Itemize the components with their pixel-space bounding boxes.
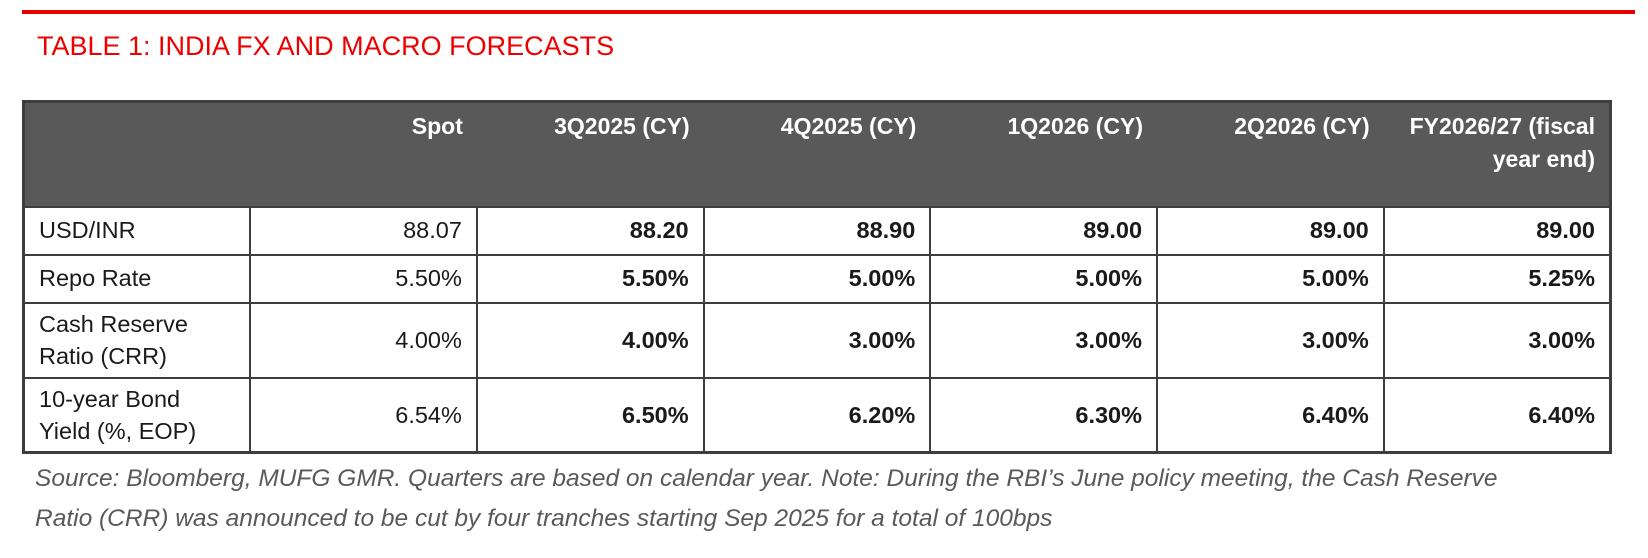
forecast-value: 5.00%: [1156, 253, 1385, 304]
forecast-value: 3.00%: [1156, 301, 1385, 379]
table-row-repo-rate: Repo Rate 5.50% 5.50% 5.00% 5.00% 5.00% …: [22, 253, 1612, 304]
forecast-value: 6.40%: [1156, 376, 1385, 454]
forecast-value: 3.00%: [702, 301, 932, 379]
row-label: Cash Reserve Ratio (CRR): [22, 301, 252, 379]
forecast-value: 89.00: [1156, 205, 1385, 256]
forecast-value: 4.00%: [475, 301, 705, 379]
forecast-value: 88.20: [475, 205, 705, 256]
forecast-value: 6.40%: [1382, 376, 1612, 454]
table-row-usd-inr: USD/INR 88.07 88.20 88.90 89.00 89.00 89…: [22, 205, 1612, 256]
spot-value: 5.50%: [249, 253, 478, 304]
forecast-value: 6.20%: [702, 376, 932, 454]
header-cell-label: [23, 101, 251, 208]
spot-value: 6.54%: [249, 376, 478, 454]
forecast-value: 6.50%: [475, 376, 705, 454]
forecast-value: 89.00: [929, 205, 1159, 256]
forecast-value: 5.50%: [475, 253, 705, 304]
forecast-value: 3.00%: [929, 301, 1159, 379]
table-title: TABLE 1: INDIA FX AND MACRO FORECASTS: [37, 31, 615, 61]
header-cell-4q2025: 4Q2025 (CY): [703, 101, 931, 208]
forecast-value: 6.30%: [929, 376, 1159, 454]
forecast-value: 88.90: [702, 205, 932, 256]
forecast-value: 3.00%: [1382, 301, 1612, 379]
header-cell-fy2026-27: FY2026/27 (fiscal year end): [1383, 101, 1611, 208]
forecast-value: 5.25%: [1382, 253, 1612, 304]
header-cell-2q2026: 2Q2026 (CY): [1157, 101, 1384, 208]
row-label: Repo Rate: [22, 253, 252, 304]
source-note: Source: Bloomberg, MUFG GMR. Quarters ar…: [35, 465, 1498, 532]
row-label: 10-year Bond Yield (%, EOP): [22, 376, 252, 454]
header-row: Spot 3Q2025 (CY) 4Q2025 (CY) 1Q2026 (CY)…: [23, 101, 1611, 208]
table-row-crr: Cash Reserve Ratio (CRR) 4.00% 4.00% 3.0…: [22, 301, 1612, 379]
forecast-value: 5.00%: [702, 253, 932, 304]
spot-value: 4.00%: [249, 301, 478, 379]
header-cell-3q2025: 3Q2025 (CY): [476, 101, 704, 208]
forecast-table: Spot 3Q2025 (CY) 4Q2025 (CY) 1Q2026 (CY)…: [22, 100, 1612, 455]
header-cell-1q2026: 1Q2026 (CY): [930, 101, 1158, 208]
table-row-bond-yield: 10-year Bond Yield (%, EOP) 6.54% 6.50% …: [22, 376, 1612, 454]
forecast-value: 89.00: [1382, 205, 1612, 256]
row-label: USD/INR: [22, 205, 252, 256]
header-cell-spot: Spot: [250, 101, 477, 208]
top-accent-rule: [22, 10, 1635, 14]
forecast-value: 5.00%: [929, 253, 1159, 304]
spot-value: 88.07: [249, 205, 478, 256]
